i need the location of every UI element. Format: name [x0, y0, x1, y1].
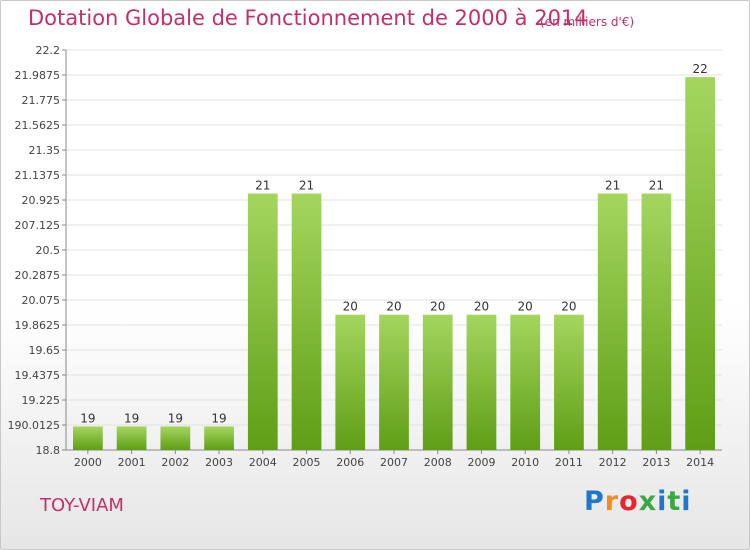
bar [291, 193, 322, 450]
logo-letter: x [638, 486, 658, 517]
x-tick-label: 2000 [74, 456, 102, 469]
bar-value-label: 20 [343, 300, 358, 314]
bar-value-label: 19 [211, 411, 226, 425]
bar [422, 314, 453, 450]
x-tick-label: 2012 [599, 456, 627, 469]
y-tick-label: 18.8 [36, 444, 61, 457]
x-tick-label: 2011 [555, 456, 583, 469]
y-tick-label: 21.35 [29, 144, 61, 157]
commune-name: TOY-VIAM [40, 495, 124, 516]
y-tick-label: 207.125 [15, 219, 61, 232]
y-tick-label: 19.8625 [15, 319, 61, 332]
logo-letter: i [657, 486, 668, 517]
logo-letter: i [681, 486, 692, 517]
x-tick-label: 2006 [336, 456, 364, 469]
bar [72, 426, 103, 450]
bar-value-label: 21 [255, 179, 270, 193]
y-tick-label: 21.5625 [15, 119, 61, 132]
logo-letter: r [604, 486, 620, 517]
x-tick-label: 2010 [511, 456, 539, 469]
x-tick-label: 2005 [293, 456, 321, 469]
bar-value-label: 20 [561, 300, 576, 314]
bar-value-label: 19 [168, 411, 183, 425]
y-tick-label: 20.2875 [15, 269, 61, 282]
unit-note: (en milliers d'€) [540, 15, 635, 29]
bar-value-label: 20 [386, 300, 401, 314]
y-tick-label: 20.5 [36, 244, 61, 257]
proxiti-logo: Proxiti [584, 486, 692, 517]
y-tick-label: 19.225 [22, 394, 61, 407]
bar [247, 193, 278, 450]
bar [685, 77, 716, 450]
x-tick-label: 2009 [467, 456, 495, 469]
x-tick-label: 2007 [380, 456, 408, 469]
bar [204, 426, 234, 450]
y-tick-label: 21.775 [22, 94, 61, 107]
x-tick-label: 2014 [686, 456, 714, 469]
x-tick-label: 2008 [424, 456, 452, 469]
bar-value-label: 20 [474, 300, 489, 314]
logo-letter: t [667, 486, 682, 517]
bar-value-label: 21 [605, 179, 620, 193]
y-tick-label: 19.4375 [15, 369, 61, 382]
x-tick-label: 2001 [118, 456, 146, 469]
y-tick-label: 20.925 [22, 194, 61, 207]
x-tick-label: 2002 [161, 456, 189, 469]
bar-value-label: 20 [430, 300, 445, 314]
x-tick-label: 2003 [205, 456, 233, 469]
bar-value-label: 21 [649, 179, 664, 193]
bar [554, 314, 584, 450]
x-tick-label: 2004 [249, 456, 277, 469]
bar [335, 314, 366, 450]
bar [160, 426, 191, 450]
y-tick-label: 190.0125 [8, 419, 61, 432]
logo-letter: P [584, 486, 605, 517]
bar-value-label: 19 [124, 411, 139, 425]
bar [510, 314, 541, 450]
chart-title: Dotation Globale de Fonctionnement de 20… [28, 6, 588, 30]
y-tick-label: 21.9875 [15, 69, 61, 82]
bar-value-label: 20 [518, 300, 533, 314]
y-tick-label: 19.65 [29, 344, 61, 357]
x-tick-label: 2013 [642, 456, 670, 469]
logo-letter: o [619, 486, 639, 517]
y-tick-label: 22.2 [36, 44, 61, 57]
bar-value-label: 19 [80, 411, 95, 425]
bar [379, 314, 409, 450]
bar [466, 314, 497, 450]
y-tick-label: 21.1375 [15, 169, 61, 182]
bar [597, 193, 628, 450]
bar [116, 426, 147, 450]
bar-value-label: 22 [692, 62, 707, 76]
y-tick-label: 20.075 [22, 294, 61, 307]
bar [641, 193, 672, 450]
bar-value-label: 21 [299, 179, 314, 193]
